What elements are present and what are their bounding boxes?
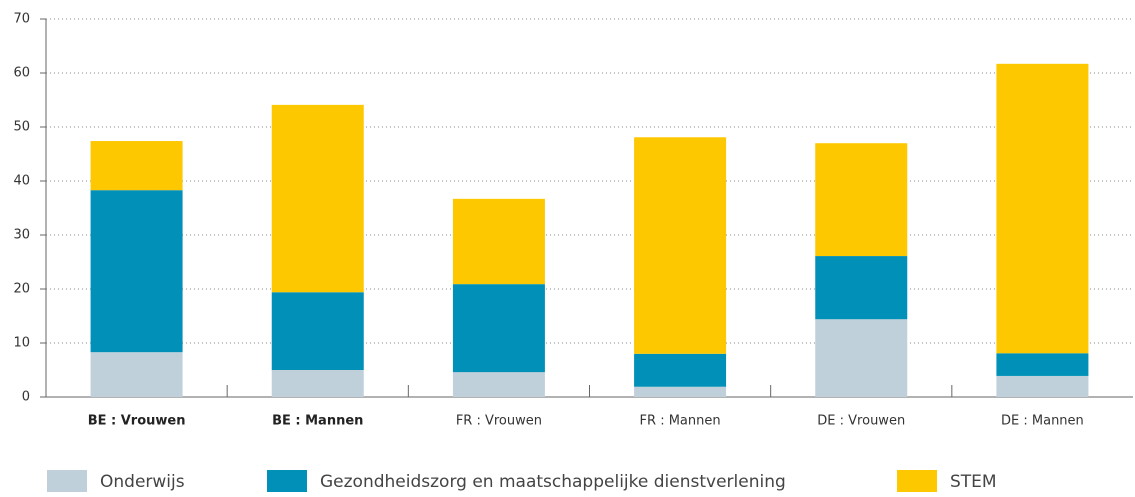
- legend-label: Onderwijs: [100, 472, 185, 492]
- bar-segment: [271, 104, 364, 293]
- bar-segment: [90, 352, 183, 397]
- bar-segment: [90, 141, 183, 191]
- bar-segment: [815, 143, 908, 257]
- bar-segment: [634, 137, 727, 354]
- bar-segment: [452, 198, 545, 285]
- bar-segment: [452, 284, 545, 373]
- x-tick-label: FR : Vrouwen: [456, 414, 542, 429]
- bar-segment: [815, 256, 908, 320]
- y-tick-label: 70: [13, 12, 30, 27]
- legend-swatch: [47, 470, 87, 492]
- legend-label: Gezondheidszorg en maatschappelijke dien…: [320, 472, 786, 492]
- x-tick-label: DE : Mannen: [1001, 414, 1084, 429]
- bar-segment: [452, 372, 545, 397]
- x-tick-label: DE : Vrouwen: [817, 414, 905, 429]
- y-tick-label: 30: [13, 228, 30, 243]
- x-tick-label: BE : Vrouwen: [88, 414, 186, 429]
- y-tick-label: 10: [13, 336, 30, 351]
- bar-segment: [996, 375, 1089, 397]
- bar-segment: [996, 63, 1089, 354]
- legend-swatch: [267, 470, 307, 492]
- bar-segment: [815, 319, 908, 397]
- y-tick-label: 0: [22, 390, 30, 405]
- y-tick-label: 60: [13, 66, 30, 81]
- x-tick-label: FR : Mannen: [640, 414, 721, 429]
- y-tick-label: 20: [13, 282, 30, 297]
- bar-segment: [634, 353, 727, 387]
- y-tick-label: 40: [13, 174, 30, 189]
- bar-segment: [996, 353, 1089, 376]
- bar-segment: [271, 370, 364, 397]
- y-tick-label: 50: [13, 120, 30, 135]
- bar-segment: [90, 190, 183, 353]
- x-tick-label: BE : Mannen: [272, 414, 363, 429]
- bar-segment: [634, 386, 727, 397]
- legend-swatch: [897, 470, 937, 492]
- legend-label: STEM: [950, 472, 997, 492]
- bar-segment: [271, 292, 364, 370]
